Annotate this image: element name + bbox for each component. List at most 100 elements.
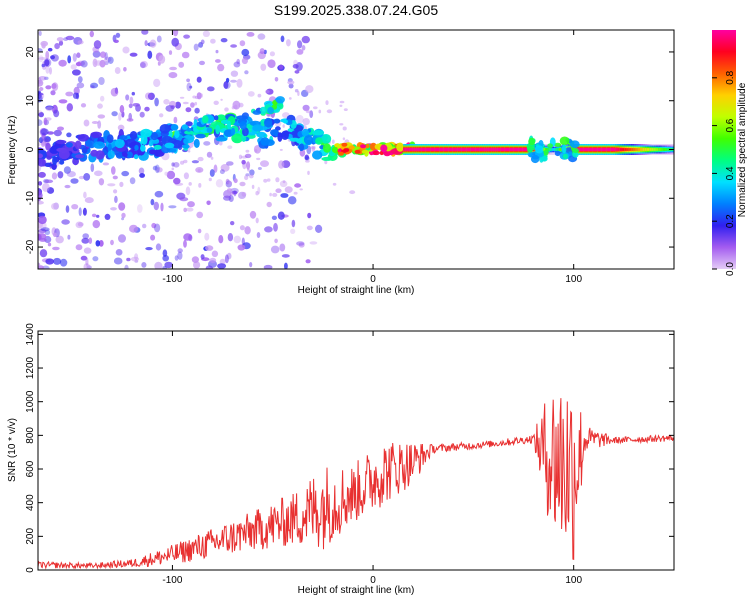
noise-blob	[38, 234, 42, 241]
ridge-band	[455, 148, 458, 151]
noise-blob	[205, 245, 214, 251]
ridge-band	[599, 148, 603, 151]
noise-blob	[225, 77, 230, 83]
noise-blob	[256, 157, 261, 161]
noise-blob	[266, 201, 272, 208]
ridge-blob	[49, 146, 60, 154]
ridge-blob	[289, 137, 300, 142]
noise-blob	[233, 235, 241, 244]
ridge-blob	[189, 135, 195, 140]
tick-label: 1200	[25, 356, 36, 379]
noise-blob	[207, 86, 215, 92]
noise-blob	[282, 124, 285, 128]
noise-blob	[98, 178, 105, 186]
noise-blob	[164, 261, 173, 269]
noise-blob	[185, 121, 193, 127]
noise-blob	[40, 227, 50, 232]
noise-blob	[171, 167, 175, 171]
snr-series-line	[38, 398, 674, 570]
ridge-blob	[140, 135, 148, 145]
noise-blob	[150, 198, 155, 206]
ridge-blob	[380, 144, 388, 153]
ridge-blob	[270, 129, 279, 136]
noise-blob	[76, 52, 81, 58]
ridge-band	[543, 148, 546, 151]
noise-blob	[102, 162, 110, 166]
noise-blob	[219, 258, 226, 265]
branch-blob	[252, 110, 262, 115]
noise-blob	[40, 40, 48, 47]
noise-blob	[200, 39, 205, 45]
noise-blob	[208, 177, 212, 182]
ridge-band	[633, 148, 637, 151]
noise-blob	[213, 100, 219, 106]
ridge-band	[617, 148, 621, 151]
colorbar-gradient	[712, 30, 736, 269]
noise-blob	[38, 200, 44, 205]
noise-blob	[210, 38, 216, 44]
ridge-band	[439, 148, 443, 151]
ridge-band	[468, 148, 472, 151]
noise-blob	[38, 57, 47, 60]
ridge-blob	[201, 115, 209, 124]
noise-blob	[80, 103, 87, 108]
ridge-blob	[44, 162, 53, 167]
ridge-band	[418, 148, 422, 151]
ridge-blob	[315, 137, 323, 145]
noise-blob	[121, 170, 130, 177]
noise-blob	[113, 189, 118, 194]
noise-blob	[66, 103, 74, 112]
ridge-blob	[312, 150, 323, 160]
snr-y-ticks: 0 200 400 600 800 1000 1200 1400	[25, 323, 674, 573]
noise-blob	[342, 126, 347, 131]
noise-blob	[170, 105, 175, 109]
noise-blob	[54, 43, 60, 50]
noise-blob	[57, 126, 64, 131]
noise-blob	[145, 247, 153, 251]
tick-label: 600	[25, 460, 36, 477]
noise-blob	[290, 228, 296, 234]
noise-blob	[38, 142, 41, 147]
noise-blob	[179, 197, 189, 202]
ridge-blob	[260, 137, 270, 146]
ridge-blob	[241, 134, 247, 142]
noise-blob	[45, 106, 54, 112]
noise-blob	[44, 59, 50, 67]
noise-blob	[238, 102, 244, 108]
noise-blob	[193, 261, 201, 269]
noise-blob	[173, 177, 181, 185]
noise-blob	[220, 38, 228, 43]
noise-blob	[173, 162, 180, 168]
ridge-band	[477, 148, 481, 151]
noise-blob	[255, 191, 259, 196]
noise-blob	[171, 37, 179, 47]
ridge-band	[522, 148, 526, 151]
noise-blob	[51, 172, 58, 180]
colorbar-tick-label: 0.4	[725, 166, 736, 180]
ridge-band	[622, 148, 625, 151]
noise-blob	[163, 99, 170, 105]
noise-blob	[257, 93, 262, 98]
tick-label: -10	[25, 191, 36, 206]
ridge-band	[493, 148, 497, 151]
noise-blob	[168, 205, 177, 209]
ridge-blob	[38, 153, 43, 159]
ridge-blob	[81, 147, 88, 154]
colorbar: 0.0 0.2 0.4 0.6 0.8 Normalized spectral ampl…	[712, 30, 748, 276]
ridge-band	[597, 148, 601, 151]
noise-blob	[50, 90, 56, 96]
noise-blob	[180, 160, 185, 165]
ridge-band	[482, 148, 485, 151]
noise-blob	[288, 97, 292, 100]
noise-blob	[255, 217, 259, 224]
noise-blob	[277, 211, 285, 220]
noise-blob	[40, 128, 49, 136]
ridge-blob	[184, 130, 194, 135]
noise-blob	[111, 111, 118, 117]
noise-blob	[213, 164, 218, 173]
noise-blob	[296, 49, 304, 55]
ridge-band	[606, 148, 610, 151]
noise-blob	[72, 92, 79, 99]
ridge-blob	[572, 148, 579, 154]
noise-blob	[215, 59, 221, 63]
